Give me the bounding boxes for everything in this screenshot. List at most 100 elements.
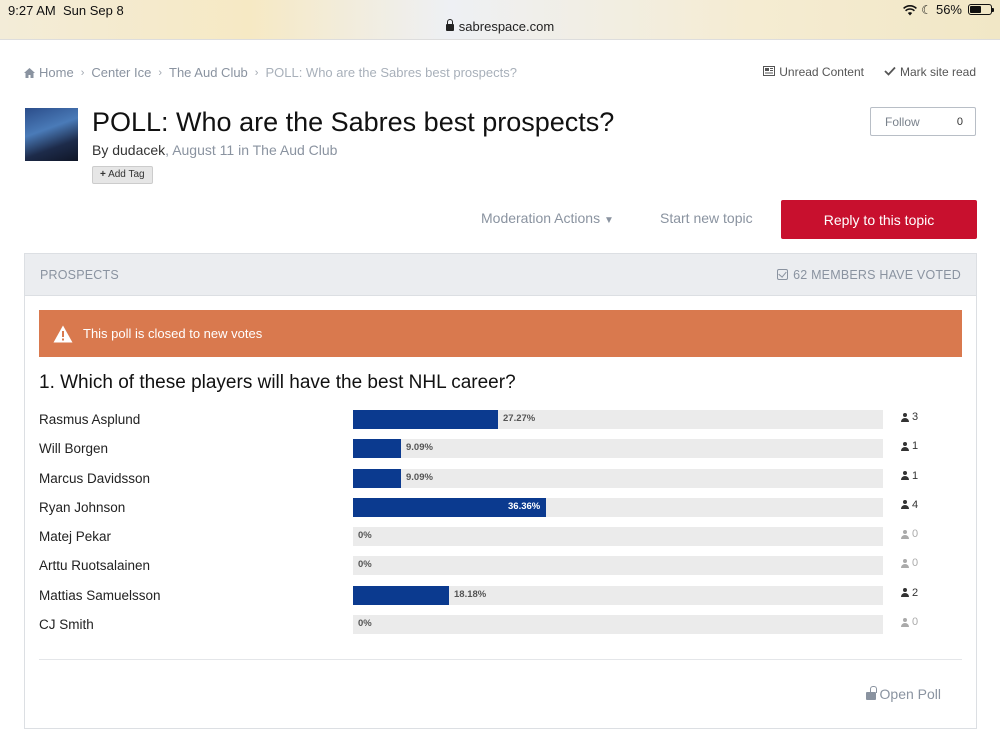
user-icon — [901, 471, 909, 481]
poll-option-row: Will Borgen 9.09% 1 — [39, 437, 962, 466]
unread-content-link[interactable]: Unread Content — [763, 65, 864, 79]
follow-count: 0 — [956, 115, 963, 128]
poll-option-label: CJ Smith — [39, 617, 94, 633]
moon-icon: ☾ — [921, 2, 932, 17]
poll-option-row: Rasmus Asplund 27.27% 3 — [39, 408, 962, 437]
poll-option-label: Ryan Johnson — [39, 499, 126, 515]
chevron-right-icon: › — [158, 66, 163, 79]
url-text: sabrespace.com — [458, 19, 555, 34]
poll-option-percent: 9.09% — [406, 442, 433, 454]
user-icon — [901, 558, 909, 568]
poll-header: PROSPECTS 62 MEMBERS HAVE VOTED — [25, 254, 976, 296]
poll-option-label: Marcus Davidsson — [39, 470, 151, 486]
poll-option-percent: 18.18% — [454, 588, 487, 600]
poll-option-percent: 0% — [358, 618, 372, 630]
poll-option-row: Ryan Johnson 36.36% 4 — [39, 496, 962, 525]
poll-option-vote-count: 4 — [912, 498, 919, 511]
open-poll-label: Open Poll — [879, 686, 941, 702]
poll-option-label: Mattias Samuelsson — [39, 587, 161, 603]
poll-divider — [39, 659, 962, 660]
page-title: POLL: Who are the Sabres best prospects? — [92, 107, 615, 137]
poll-option-votes: 1 — [901, 440, 918, 452]
poll-option-votes: 1 — [901, 470, 918, 482]
user-icon — [901, 588, 909, 598]
poll-title: PROSPECTS — [40, 267, 119, 282]
poll-bar-track: 0% — [353, 615, 883, 635]
poll-option-label: Matej Pekar — [39, 529, 112, 545]
poll-option-percent: 36.36% — [508, 500, 541, 512]
start-new-topic-link[interactable]: Start new topic — [660, 210, 753, 226]
topic-date-forum[interactable]: August 11 in The Aud Club — [172, 142, 338, 158]
poll-option-percent: 0% — [358, 559, 372, 571]
poll-bar-track: 36.36% — [353, 497, 883, 517]
poll-voted-count: 62 MEMBERS HAVE VOTED — [777, 268, 961, 282]
follow-label: Follow — [885, 114, 920, 129]
poll-option-vote-count: 0 — [912, 528, 919, 541]
lock-icon — [445, 19, 454, 31]
warning-icon — [53, 325, 73, 343]
poll-bar-fill — [353, 410, 498, 429]
user-icon — [901, 617, 909, 627]
poll-option-label: Rasmus Asplund — [39, 412, 141, 427]
unread-content-label: Unread Content — [779, 65, 864, 79]
poll-container: PROSPECTS 62 MEMBERS HAVE VOTED This pol… — [24, 253, 977, 729]
author-avatar[interactable] — [25, 108, 78, 161]
wifi-icon — [903, 4, 918, 16]
user-icon — [901, 441, 909, 451]
poll-option-vote-count: 1 — [912, 440, 919, 453]
status-time: 9:27 AM — [8, 3, 56, 18]
poll-bar-fill — [353, 439, 401, 459]
unlock-icon — [865, 686, 877, 700]
poll-option-row: Mattias Samuelsson 18.18% 2 — [39, 584, 962, 613]
poll-option-votes: 0 — [901, 528, 918, 540]
status-indicators: ☾ 56% — [903, 2, 994, 17]
mark-site-read-link[interactable]: Mark site read — [884, 65, 976, 79]
poll-option-percent: 9.09% — [406, 471, 433, 483]
breadcrumb-current: POLL: Who are the Sabres best prospects? — [265, 65, 517, 80]
breadcrumb-center-ice[interactable]: Center Ice — [91, 65, 152, 80]
poll-option-votes: 2 — [901, 587, 918, 599]
home-icon — [24, 67, 35, 78]
plus-icon: + — [100, 169, 106, 180]
byline-prefix: By — [92, 142, 113, 158]
poll-option-vote-count: 0 — [912, 557, 919, 570]
user-icon — [901, 412, 909, 422]
breadcrumb-home[interactable]: Home — [39, 65, 74, 80]
open-poll-button[interactable]: Open Poll — [865, 686, 941, 702]
moderation-actions-dropdown[interactable]: Moderation Actions ▼ — [481, 210, 614, 226]
poll-closed-text: This poll is closed to new votes — [83, 326, 263, 341]
poll-option-votes: 0 — [901, 616, 918, 628]
reply-to-topic-button[interactable]: Reply to this topic — [781, 200, 977, 239]
poll-option-percent: 0% — [358, 530, 372, 542]
checkmark-icon — [884, 65, 896, 79]
topic-byline: By dudacek, August 11 in The Aud Club — [92, 142, 338, 158]
chevron-right-icon: › — [254, 66, 259, 79]
poll-option-vote-count: 3 — [912, 411, 919, 423]
poll-option-vote-count: 1 — [912, 469, 919, 482]
poll-bar-fill — [353, 468, 401, 488]
poll-bar-track: 0% — [353, 527, 883, 547]
breadcrumb: Home › Center Ice › The Aud Club › POLL:… — [24, 65, 517, 80]
user-icon — [901, 500, 909, 510]
add-tag-label: Add Tag — [108, 169, 145, 180]
breadcrumb-aud-club[interactable]: The Aud Club — [169, 65, 248, 80]
poll-option-row: Arttu Ruotsalainen 0% 0 — [39, 554, 962, 583]
follow-button[interactable]: Follow 0 — [870, 107, 976, 136]
poll-option-row: Matej Pekar 0% 0 — [39, 525, 962, 554]
poll-voted-label: 62 MEMBERS HAVE VOTED — [793, 267, 961, 282]
check-square-icon — [777, 269, 789, 280]
author-link[interactable]: dudacek — [112, 142, 166, 158]
mark-site-read-label: Mark site read — [899, 65, 976, 79]
status-date: Sun Sep 8 — [63, 3, 124, 18]
poll-bar-track: 0% — [353, 556, 883, 576]
add-tag-button[interactable]: + Add Tag — [92, 166, 153, 184]
poll-bar-track: 18.18% — [353, 585, 883, 605]
poll-bar-track: 9.09% — [353, 468, 883, 488]
chevron-right-icon: › — [80, 66, 85, 79]
url-bar[interactable]: sabrespace.com — [0, 19, 1000, 34]
newspaper-icon — [763, 65, 776, 79]
poll-option-vote-count: 2 — [912, 586, 919, 599]
poll-bar-fill — [353, 497, 546, 517]
battery-percent: 56% — [935, 2, 962, 17]
poll-option-label: Arttu Ruotsalainen — [39, 558, 151, 574]
